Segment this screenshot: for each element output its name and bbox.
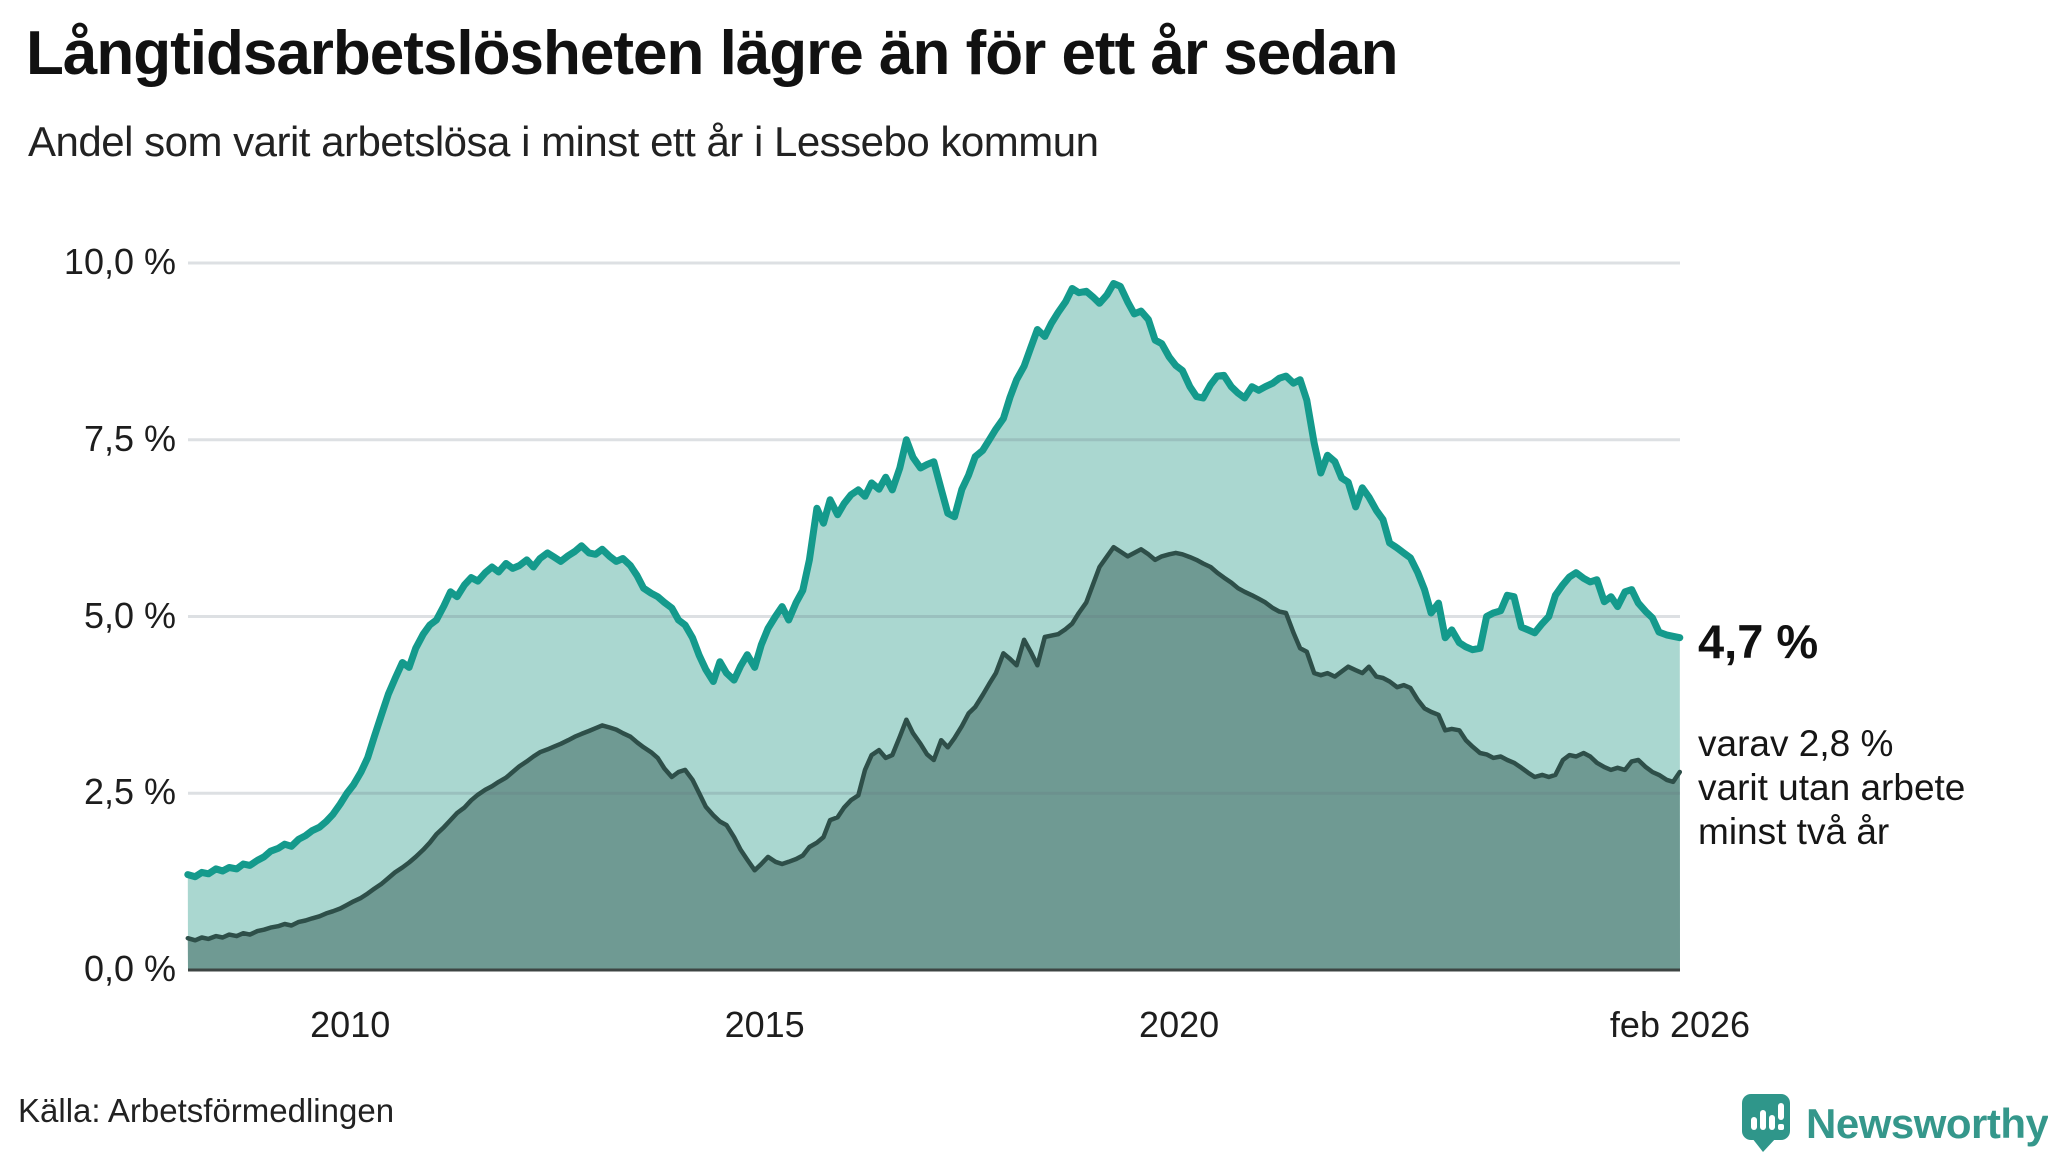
page-subtitle: Andel som varit arbetslösa i minst ett å… [28,118,1099,165]
page-title: Långtidsarbetslösheten lägre än för ett … [26,19,1398,88]
series-line-1 [185,544,1683,943]
annotation-line-2: varit utan arbete [1698,767,1966,808]
annotation-line-3: minst två år [1698,811,1890,852]
x-tick-label-feb-2026: feb 2026 [1609,1004,1751,1045]
chart-plot-area [184,261,1684,972]
series-two-year-annotation: varav 2,8 % varit utan arbete minst två … [1698,722,1965,854]
x-tick-label-2015: 2015 [724,1004,805,1045]
newsworthy-wordmark: Newsworthy [1806,1100,2048,1147]
newsworthy-logo-icon [1742,1094,1790,1152]
x-tick-label-2020: 2020 [1139,1004,1220,1045]
y-tick-label-50: 5,0 % [83,594,176,636]
series-total-end-value-label: 4,7 % [1698,615,1819,668]
annotation-line-1: varav 2,8 % [1698,723,1894,764]
y-tick-label-75: 7,5 % [83,417,176,459]
y-tick-label-25: 2,5 % [83,771,176,813]
y-tick-label-100: 10,0 % [63,241,176,282]
series-line-0 [184,280,1684,881]
x-tick-label-2010: 2010 [310,1004,391,1045]
source-attribution: Källa: Arbetsförmedlingen [18,1092,395,1129]
y-tick-label-00: 0,0 % [83,948,176,989]
